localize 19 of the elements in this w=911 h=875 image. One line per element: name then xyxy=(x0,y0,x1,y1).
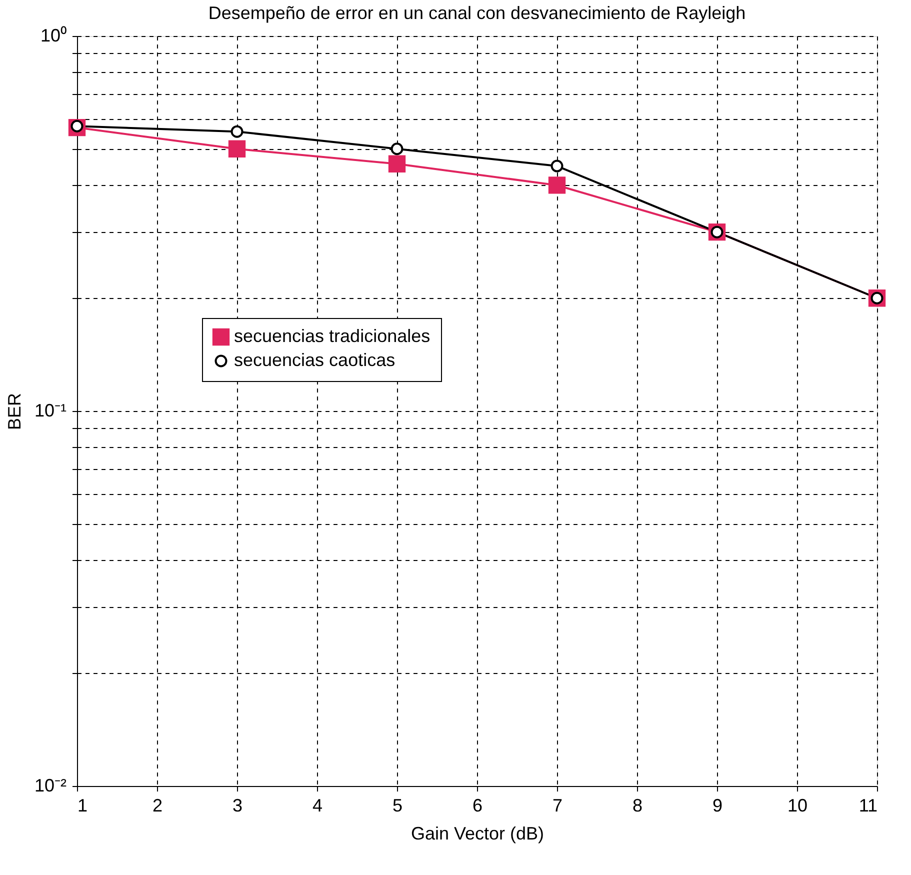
y-axis-title: BER xyxy=(4,392,24,430)
chart-title: Desempeño de error en un canal con desvanecimiento de Rayleigh xyxy=(208,3,746,23)
x-tick-label: 11 xyxy=(858,796,878,816)
y-tick-label: 10⁻¹ xyxy=(34,400,67,420)
x-tick-label: 2 xyxy=(152,796,163,816)
x-tick-label: 10 xyxy=(787,796,808,816)
x-tick-label: 7 xyxy=(552,796,563,816)
x-tick-label: 6 xyxy=(472,796,483,816)
x-tick-label: 4 xyxy=(312,796,323,816)
x-tick-label: 8 xyxy=(632,796,643,816)
x-tick-label: 5 xyxy=(392,796,403,816)
x-axis-title: Gain Vector (dB) xyxy=(410,824,544,844)
x-tick-label: 3 xyxy=(232,796,243,816)
x-tick-label: 1 xyxy=(78,796,88,816)
y-tick-label: 10⁰ xyxy=(40,26,66,46)
legend-label: secuencias tradicionales xyxy=(234,326,430,346)
legend-label: secuencias caoticas xyxy=(234,350,396,370)
y-tick-label: 10⁻² xyxy=(34,776,67,796)
x-tick-label: 9 xyxy=(712,796,723,816)
